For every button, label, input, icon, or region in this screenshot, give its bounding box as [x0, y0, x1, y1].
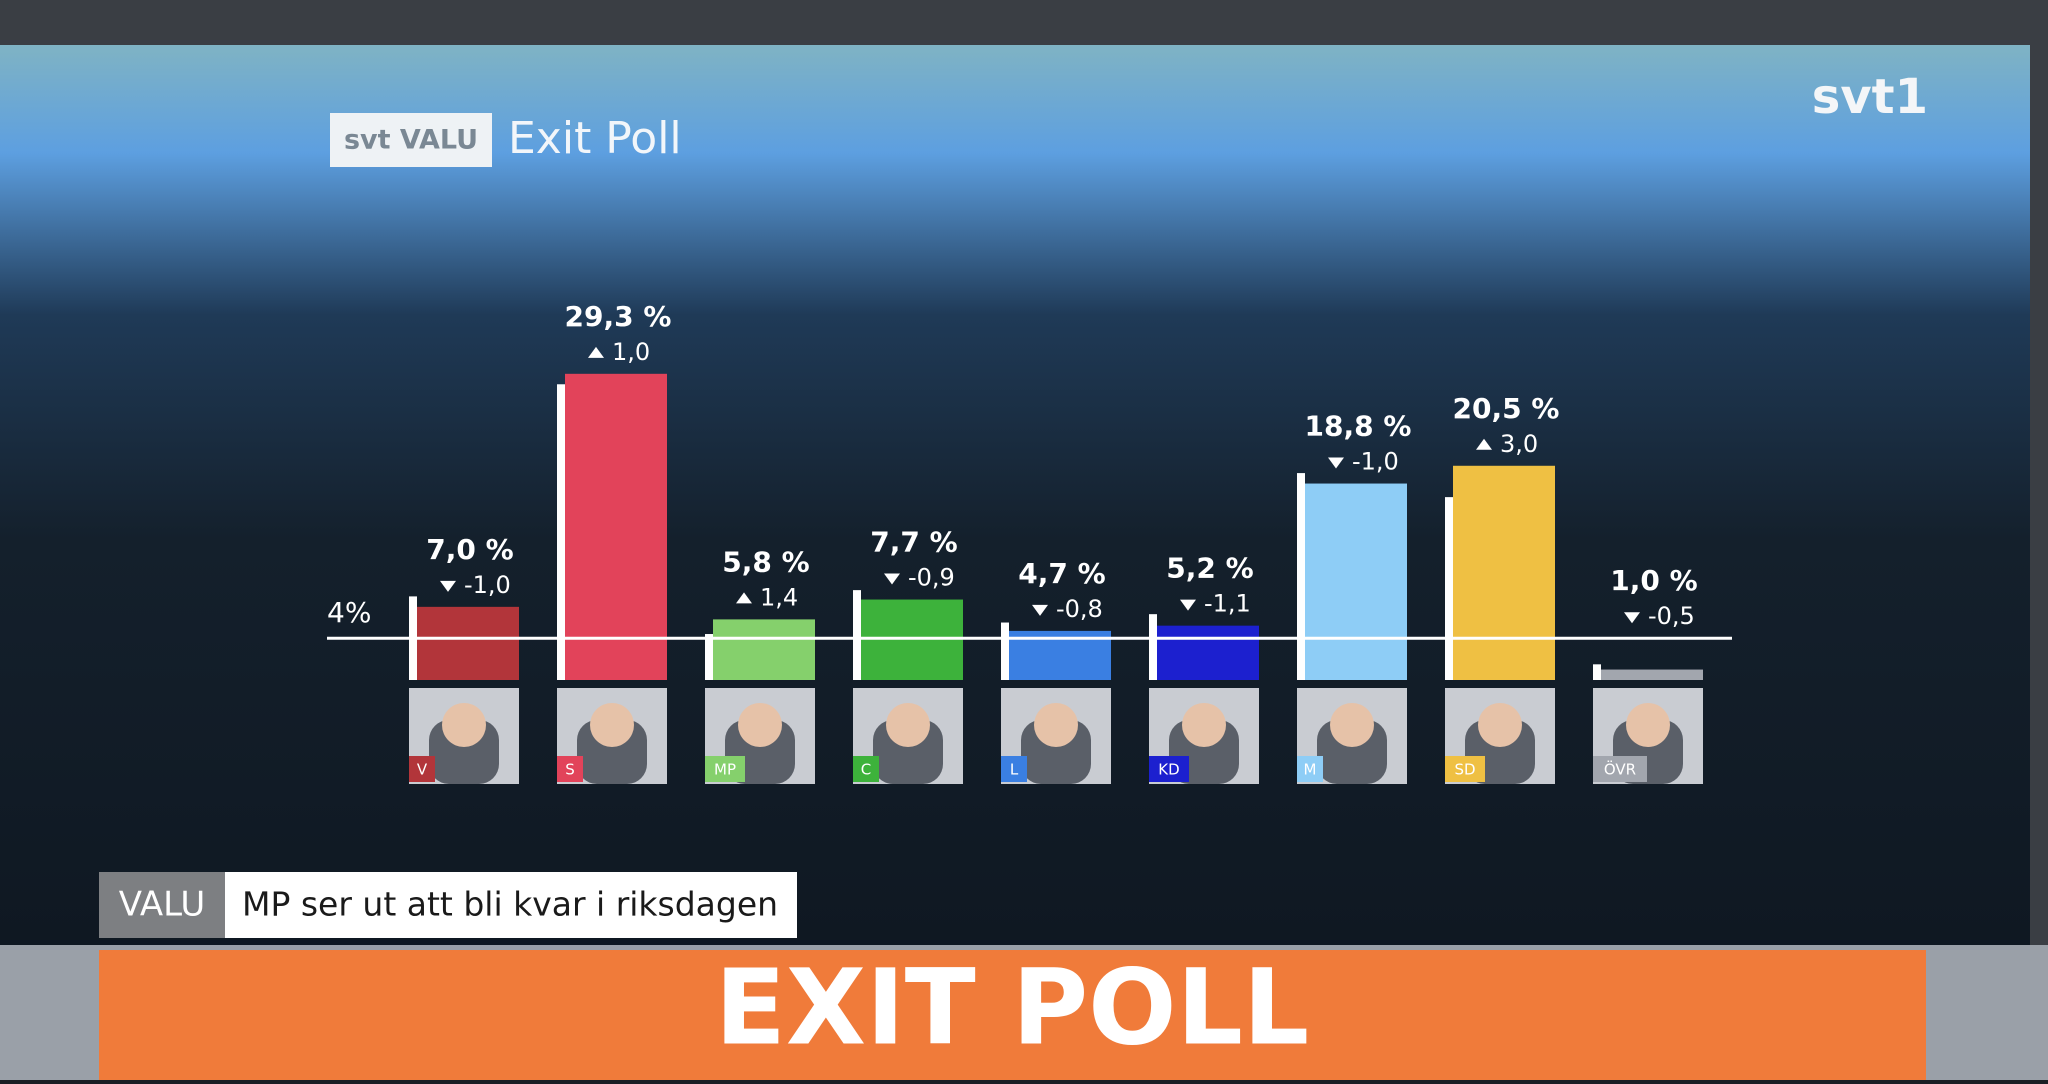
change-arrow: [1328, 457, 1344, 469]
value-label: 20,5 %: [1453, 392, 1560, 425]
change-arrow: [1624, 612, 1640, 624]
photo-face: [886, 703, 930, 747]
party-label: L: [1010, 761, 1019, 779]
previous-result-bar: [1445, 497, 1453, 680]
change-label: -1,1: [1204, 590, 1251, 618]
photo-face: [1330, 703, 1374, 747]
photo-face: [1034, 703, 1078, 747]
change-label: -1,0: [464, 571, 511, 599]
change-label: -0,9: [908, 564, 955, 592]
party-tag: [1297, 756, 1323, 782]
bar: [861, 599, 963, 680]
party-label: MP: [714, 761, 736, 779]
party-tag: [1149, 756, 1189, 782]
channel-logo: svt1: [1812, 69, 1928, 125]
previous-result-bar: [1149, 614, 1157, 680]
party-tag: [557, 756, 583, 782]
change-arrow: [736, 592, 752, 604]
party-label: ÖVR: [1604, 760, 1636, 779]
change-label: 1,4: [760, 583, 798, 611]
value-label: 7,0 %: [426, 533, 513, 566]
value-label: 5,8 %: [722, 545, 809, 578]
party-label: SD: [1454, 761, 1475, 779]
change-label: -0,8: [1056, 595, 1103, 623]
change-arrow: [884, 573, 900, 585]
party-tag: [705, 756, 745, 782]
photo-face: [738, 703, 782, 747]
party-tag: [853, 756, 879, 782]
photo-face: [590, 703, 634, 747]
bar: [565, 373, 667, 680]
heading: Exit Poll: [508, 113, 682, 164]
change-arrow: [440, 580, 456, 592]
change-arrow: [1476, 438, 1492, 450]
party-tag: [409, 756, 435, 782]
banner: EXIT POLL: [715, 946, 1309, 1068]
photo-face: [1626, 703, 1670, 747]
change-label: 3,0: [1500, 430, 1538, 458]
value-label: 7,7 %: [870, 526, 957, 559]
value-label: 5,2 %: [1166, 552, 1253, 585]
bar: [1601, 669, 1703, 680]
previous-result-bar: [1001, 622, 1009, 680]
party-label: C: [861, 761, 871, 779]
party-tag: [1445, 756, 1485, 782]
bar: [713, 619, 815, 680]
previous-result-bar: [705, 634, 713, 680]
ticker-box: [225, 872, 797, 938]
previous-result-bar: [1297, 473, 1305, 680]
value-label: 18,8 %: [1305, 410, 1412, 443]
bar: [1453, 465, 1555, 680]
photo-face: [1182, 703, 1226, 747]
party-tag: [1593, 756, 1647, 782]
previous-result-bar: [853, 590, 861, 680]
threshold-label: 4%: [327, 596, 371, 629]
brand-box: [330, 113, 492, 167]
bar: [1305, 483, 1407, 680]
photo-face: [1478, 703, 1522, 747]
previous-result-bar: [557, 384, 565, 680]
party-label: M: [1304, 761, 1317, 779]
change-label: -1,0: [1352, 448, 1399, 476]
party-label: V: [417, 761, 428, 779]
photo-face: [442, 703, 486, 747]
previous-result-bar: [1593, 664, 1601, 680]
change-arrow: [588, 346, 604, 358]
bar: [1157, 625, 1259, 680]
change-arrow: [1032, 604, 1048, 616]
bar: [417, 606, 519, 680]
change-label: 1,0: [612, 338, 650, 366]
change-label: -0,5: [1648, 602, 1695, 630]
change-arrow: [1180, 599, 1196, 611]
screen-background: [0, 45, 2030, 945]
ticker-tag: VALU: [119, 885, 205, 925]
chart: 7,0 % -1,0 V 29,3 % 1,0 S 5,8 % 1,4 MP 7,7 % -0,9 C…: [327, 300, 1732, 784]
party-label: S: [565, 761, 575, 779]
party-label: KD: [1158, 761, 1179, 779]
ticker-text: MP ser ut att bli kvar i riksdagen: [242, 885, 778, 924]
brand: svt VALU: [344, 125, 478, 156]
party-tag: [1001, 756, 1027, 782]
value-label: 1,0 %: [1610, 564, 1697, 597]
banner-box: [99, 950, 1926, 1080]
ticker-tag-box: [99, 872, 225, 938]
value-label: 4,7 %: [1018, 557, 1105, 590]
value-label: 29,3 %: [565, 300, 672, 333]
